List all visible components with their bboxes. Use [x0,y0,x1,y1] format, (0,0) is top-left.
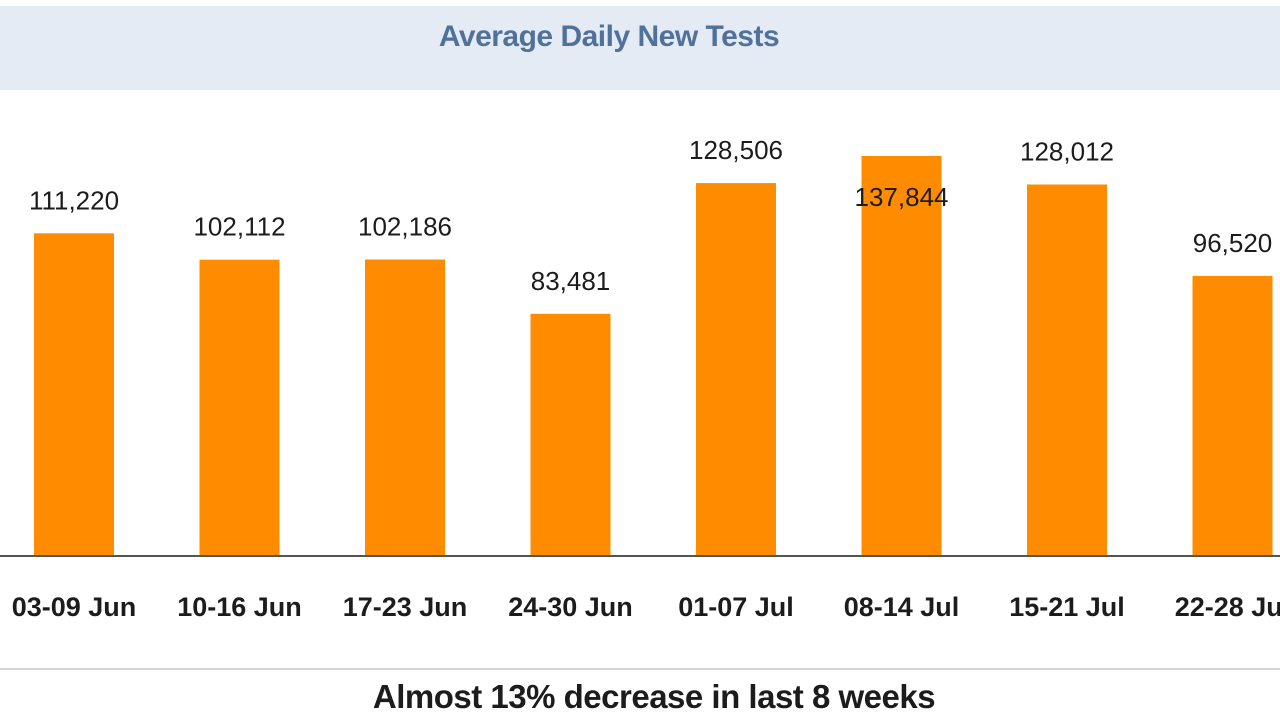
x-tick-label-2: 10-16 Jun [177,592,302,622]
data-label-7: 128,012 [1020,137,1114,167]
data-label-4: 83,481 [531,266,611,296]
bar-4 [530,313,611,556]
footer-caption: Almost 13% decrease in last 8 weeks [372,678,936,715]
x-tick-label-7: 15-21 Jul [1009,592,1125,622]
data-label-1: 111,220 [29,185,119,215]
footer-divider [0,668,1280,670]
x-tick-label-5: 01-07 Jul [678,592,794,622]
bar-6 [861,156,942,556]
bars-group [34,156,1273,557]
bar-1 [34,233,114,557]
x-tick-labels-group: 03-09 Jun 10-16 Jun 17-23 Jun 24-30 Jun 01-0… [12,592,1280,622]
x-tick-label-4: 24-30 Jun [508,592,633,622]
x-tick-label-6: 08-14 Jul [844,592,960,622]
data-label-8: 96,520 [1193,228,1273,258]
data-label-6: 137,844 [855,182,949,212]
x-tick-label-1: 03-09 Jun [12,592,137,622]
x-tick-label-8: 22-28 Jul [1175,592,1280,622]
data-label-2: 102,112 [193,212,285,242]
bar-8 [1192,275,1273,556]
data-label-3: 102,186 [358,212,452,242]
chart-title-band [0,6,1280,90]
x-tick-label-3: 17-23 Jun [343,592,468,622]
chart-title: Average Daily New Tests [438,20,780,53]
bar-2 [199,259,280,556]
bar-3 [365,259,445,556]
data-label-5: 128,506 [689,135,783,165]
bar-7 [1027,184,1107,556]
data-labels-group: 111,220 102,112 102,186 83,481 128,506 137,84… [29,135,1272,296]
bar-5 [696,183,776,556]
